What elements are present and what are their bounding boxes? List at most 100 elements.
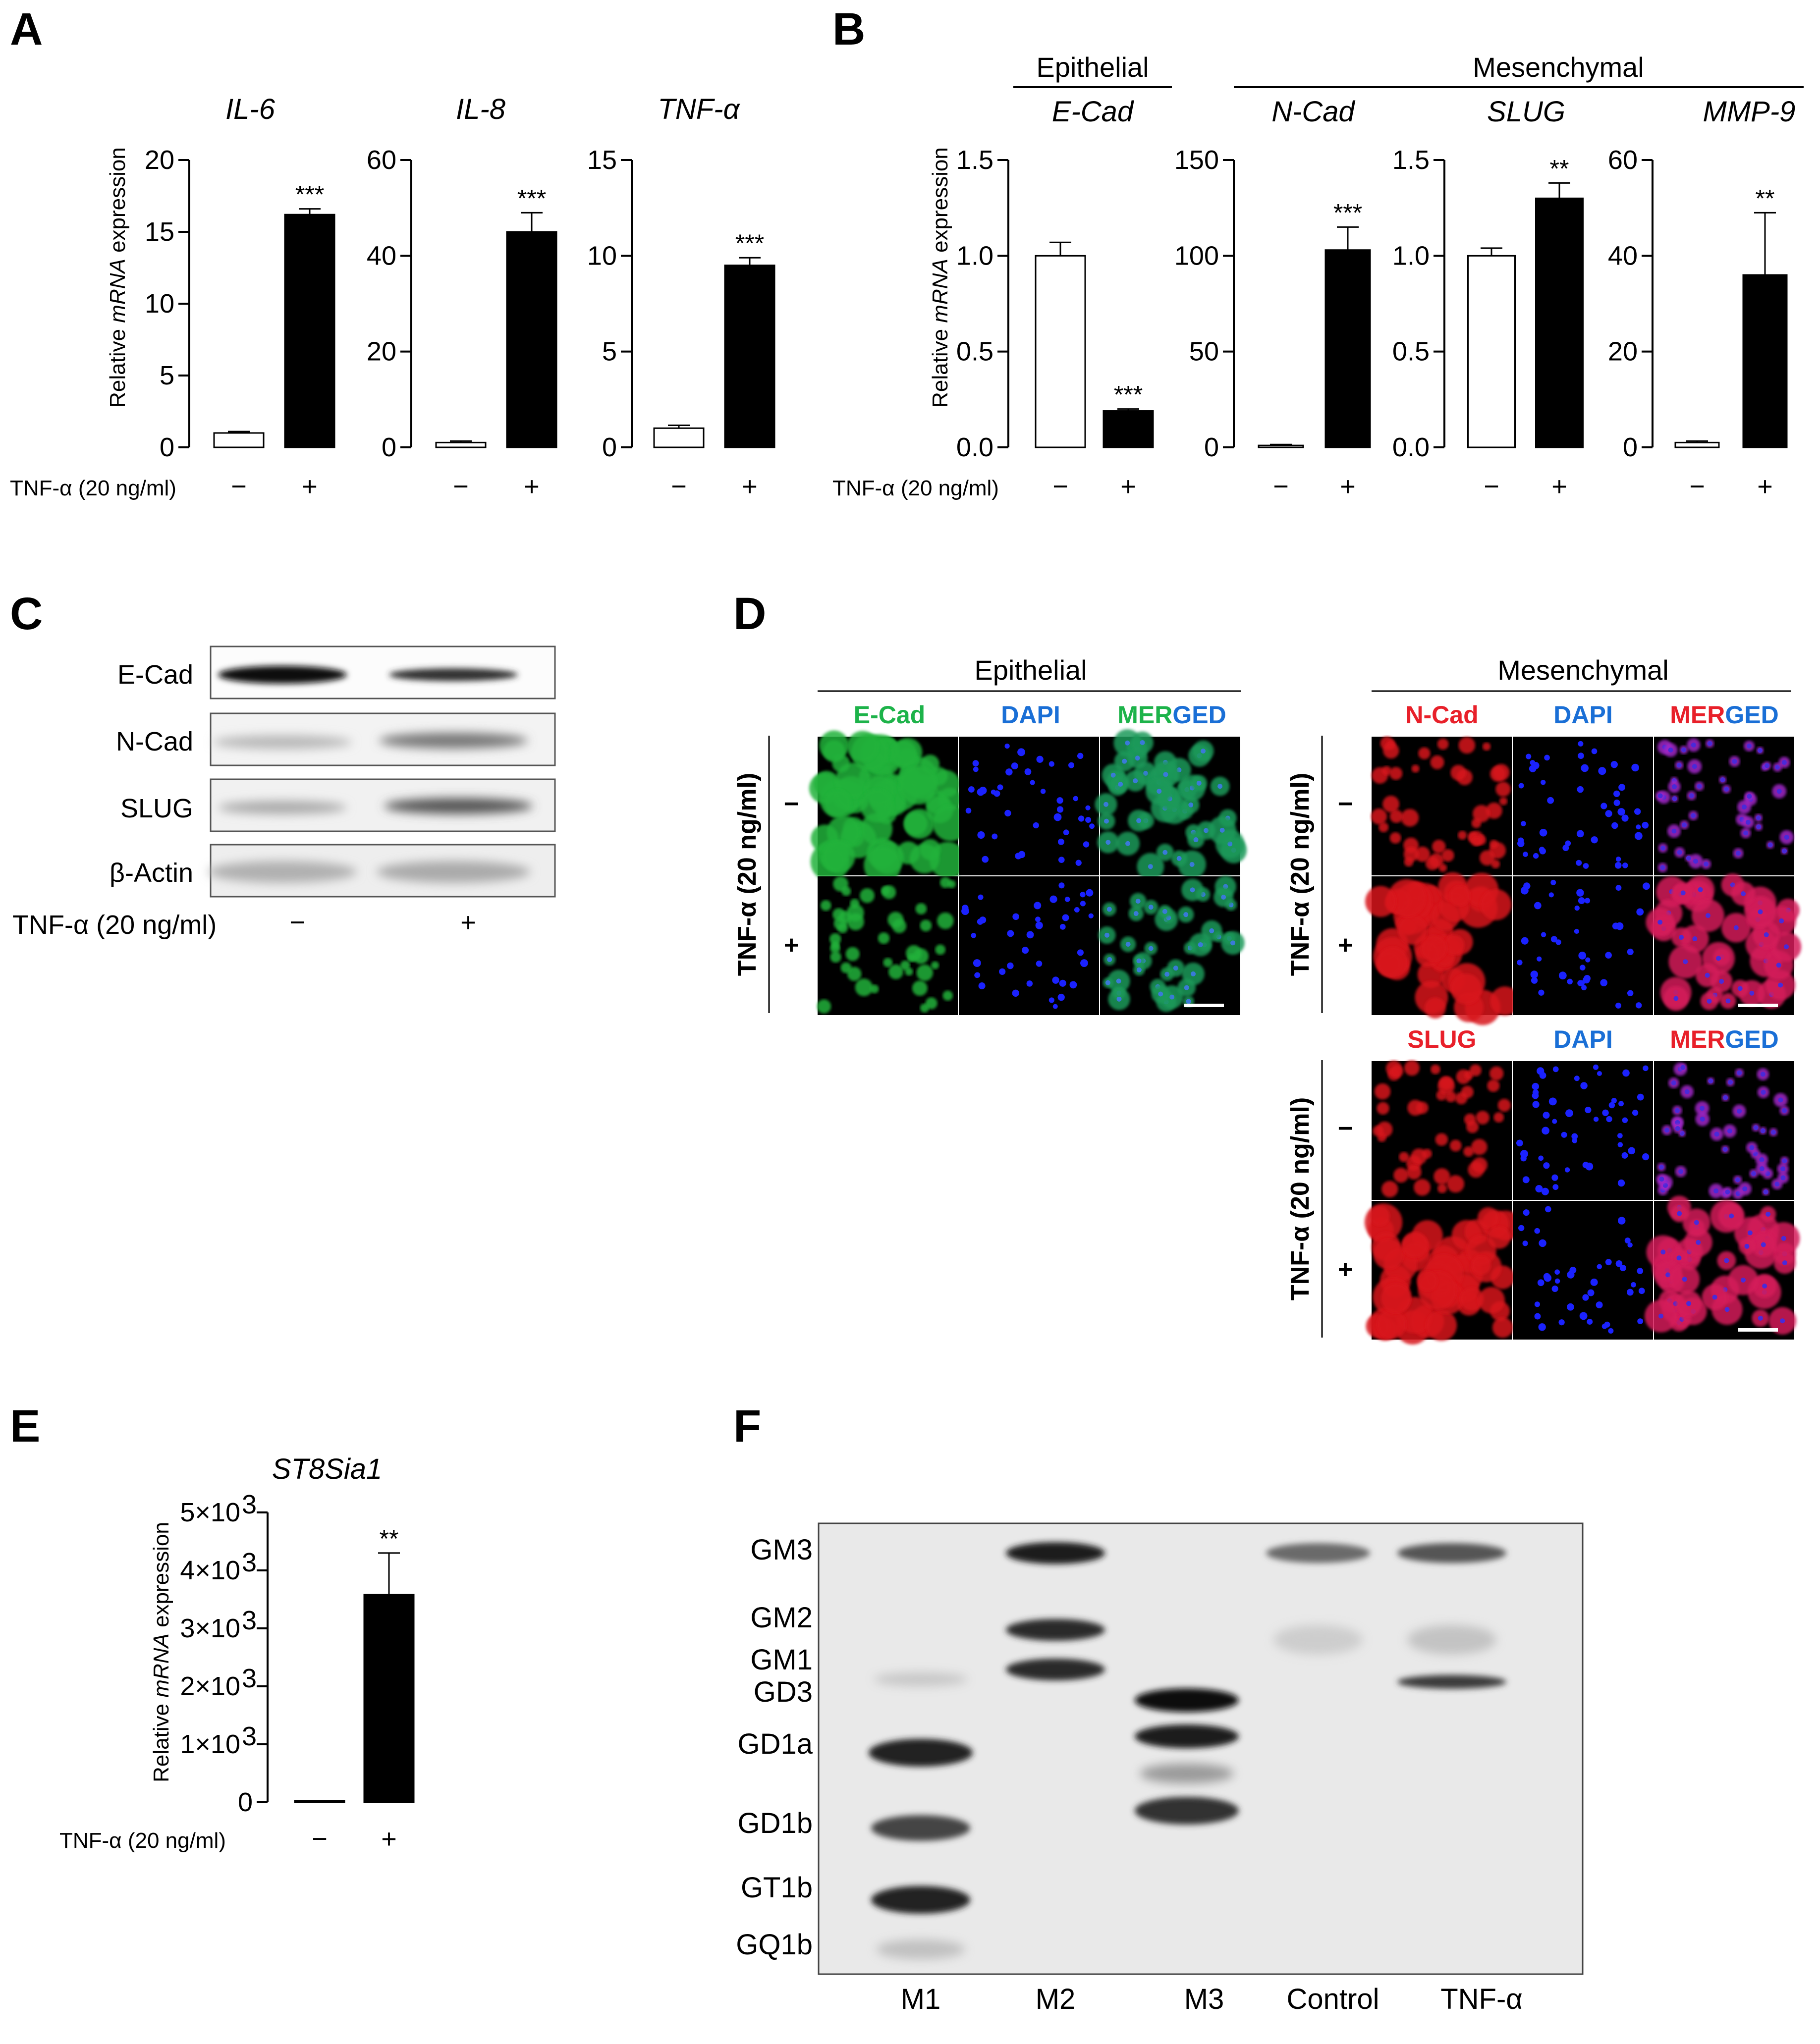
nucleus — [971, 932, 977, 938]
cell — [1365, 886, 1396, 917]
nucleus — [1516, 1139, 1523, 1147]
y-tick-label: 1.5 — [956, 145, 993, 175]
nucleus — [1782, 848, 1787, 854]
nucleus — [1693, 859, 1699, 864]
cell — [915, 903, 927, 914]
cell — [823, 740, 845, 762]
nucleus — [979, 916, 987, 923]
nucleus — [1624, 1237, 1631, 1244]
chart-title: MMP-9 — [1703, 96, 1796, 128]
nucleus — [1080, 892, 1086, 898]
nucleus — [1183, 912, 1189, 917]
cell — [1414, 1179, 1431, 1196]
nucleus — [978, 894, 984, 900]
nucleus — [1778, 1097, 1783, 1103]
lane-label: M1 — [901, 1983, 941, 2015]
nucleus — [1716, 956, 1721, 961]
nucleus — [1671, 828, 1677, 834]
nucleus — [1198, 942, 1203, 947]
nucleus — [1761, 1089, 1766, 1095]
cell — [909, 844, 939, 874]
cell — [1444, 935, 1465, 956]
nucleus — [1543, 1162, 1550, 1169]
band-label: GD3 — [754, 1676, 813, 1708]
cell — [864, 847, 901, 884]
nucleus — [1538, 1155, 1544, 1161]
cell — [1473, 805, 1490, 823]
cell — [1373, 1126, 1384, 1137]
nucleus — [1534, 1313, 1541, 1320]
nucleus — [1780, 1166, 1786, 1172]
nucleus — [1188, 802, 1194, 807]
nucleus — [1587, 1289, 1595, 1296]
nucleus — [1052, 1004, 1058, 1009]
cell — [1476, 1111, 1489, 1125]
y-tick-label: 4×10 — [180, 1556, 240, 1585]
cell — [1393, 1168, 1409, 1183]
nucleus — [1122, 758, 1127, 764]
nucleus — [1637, 1318, 1644, 1325]
nucleus — [978, 982, 986, 990]
nucleus — [1089, 823, 1095, 829]
nucleus — [1672, 784, 1677, 789]
nucleus — [1085, 805, 1091, 810]
nucleus — [1550, 879, 1556, 885]
y-tick-label: 0 — [160, 432, 174, 462]
cell — [1497, 1098, 1511, 1112]
if-image — [959, 876, 1099, 1015]
y-tick-label: 0 — [1623, 432, 1638, 462]
cell — [942, 990, 953, 1001]
nucleus — [1780, 1318, 1785, 1324]
nucleus — [977, 831, 985, 839]
nucleus — [1007, 930, 1014, 937]
nucleus — [1105, 840, 1111, 845]
nucleus — [1040, 789, 1046, 794]
nucleus — [1613, 800, 1620, 807]
cell — [900, 960, 910, 970]
cell — [1490, 766, 1506, 782]
plus-label: + — [1340, 472, 1356, 501]
y-tick-label: 60 — [367, 145, 396, 175]
nucleus — [1593, 1117, 1599, 1122]
y-tick-label: 0.0 — [1392, 432, 1430, 462]
cell — [1499, 797, 1508, 806]
nucleus — [1675, 1120, 1680, 1125]
nucleus — [1577, 786, 1584, 793]
nucleus — [1617, 1133, 1623, 1138]
cell — [1389, 767, 1403, 780]
cell — [1461, 1085, 1474, 1099]
nucleus — [1745, 819, 1751, 825]
plus-label: + — [524, 472, 540, 501]
panel-letter-b: B — [832, 4, 865, 54]
nucleus — [1742, 804, 1747, 809]
nucleus — [1756, 815, 1761, 820]
nucleus — [1048, 997, 1054, 1003]
nucleus — [1541, 1187, 1549, 1195]
nucleus — [1221, 895, 1226, 900]
channel-label-merged: MERGED — [1670, 1025, 1779, 1053]
panel-f: F GM3 GM2 GM1 G — [733, 1401, 1584, 2015]
y-tick-label: 2×10 — [180, 1671, 240, 1701]
cell — [1466, 1121, 1479, 1133]
nucleus — [1611, 1098, 1617, 1104]
nucleus — [1080, 901, 1086, 907]
nucleus — [1552, 1066, 1559, 1073]
chart-title: ST8Sia1 — [272, 1453, 382, 1485]
y-axis-label: Relative mRNA expression — [928, 147, 952, 408]
nucleus — [1678, 1169, 1684, 1174]
nucleus — [1698, 887, 1703, 892]
cell — [1389, 809, 1403, 823]
bar — [506, 231, 557, 448]
bar — [1742, 274, 1788, 448]
nucleus — [1552, 1119, 1557, 1124]
nucleus — [1064, 896, 1070, 902]
cell — [883, 958, 893, 968]
nucleus — [1725, 1189, 1730, 1195]
nucleus — [1059, 923, 1066, 930]
nucleus — [1674, 1108, 1680, 1113]
cell — [1379, 822, 1389, 833]
cell — [1434, 1168, 1450, 1185]
nucleus — [1523, 1209, 1530, 1216]
cell — [935, 944, 946, 955]
